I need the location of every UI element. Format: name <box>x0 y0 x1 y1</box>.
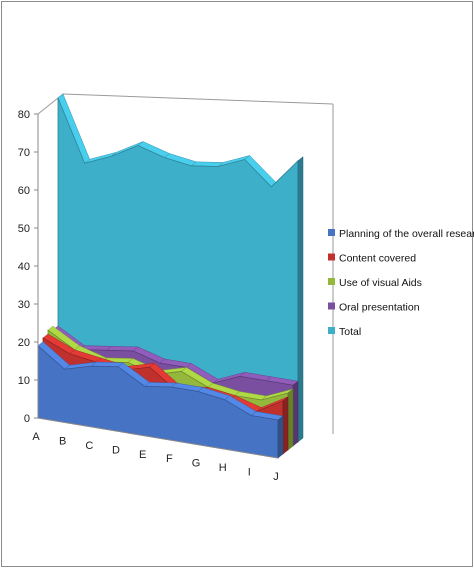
y-tick-label: 20 <box>18 337 30 349</box>
y-tick-label: 30 <box>18 299 30 311</box>
y-tick-label: 80 <box>18 109 30 121</box>
legend: Planning of the overall research Content … <box>328 228 474 338</box>
x-tick-label: C <box>85 440 93 452</box>
legend-label: Total <box>339 326 361 338</box>
legend-swatch <box>328 253 335 261</box>
x-axis-line <box>37 417 279 459</box>
area-side-face <box>277 415 284 459</box>
y-tick-label: 40 <box>18 261 30 273</box>
y-tick-label: 50 <box>18 223 30 235</box>
legend-label: Use of visual Aids <box>339 277 422 289</box>
x-tick-label: F <box>166 453 173 465</box>
y-tick-label: 60 <box>18 185 30 197</box>
y-tick-label: 10 <box>18 375 30 387</box>
x-tick-label: H <box>219 462 227 474</box>
x-tick-label: G <box>192 458 201 470</box>
x-tick-label: E <box>139 449 146 461</box>
area-side-face <box>282 396 289 455</box>
area-side-face <box>297 156 304 443</box>
x-tick-label: D <box>112 444 120 456</box>
x-tick-label: B <box>59 435 66 447</box>
series-layer <box>37 93 304 459</box>
x-tick-label: A <box>32 431 40 443</box>
legend-swatch <box>328 327 335 334</box>
y-tick-label: 0 <box>24 413 30 425</box>
axis-layer: 0 10 20 30 40 50 60 70 80 A B C D E F G H I J <box>18 109 279 483</box>
y-tick-label: 70 <box>18 147 30 159</box>
area-side-face <box>292 380 299 447</box>
legend-label: Oral presentation <box>339 302 420 314</box>
legend-swatch <box>328 278 335 285</box>
legend-swatch <box>328 229 335 236</box>
x-tick-label: J <box>273 471 279 483</box>
area-side-face <box>287 388 294 451</box>
legend-swatch <box>328 302 335 310</box>
back-wall-top-edge <box>62 93 334 105</box>
series-planning-of-the-overall-research <box>37 341 284 459</box>
legend-label: Content covered <box>339 253 416 265</box>
legend-label: Planning of the overall research <box>339 228 474 240</box>
x-tick-label: I <box>248 467 251 479</box>
